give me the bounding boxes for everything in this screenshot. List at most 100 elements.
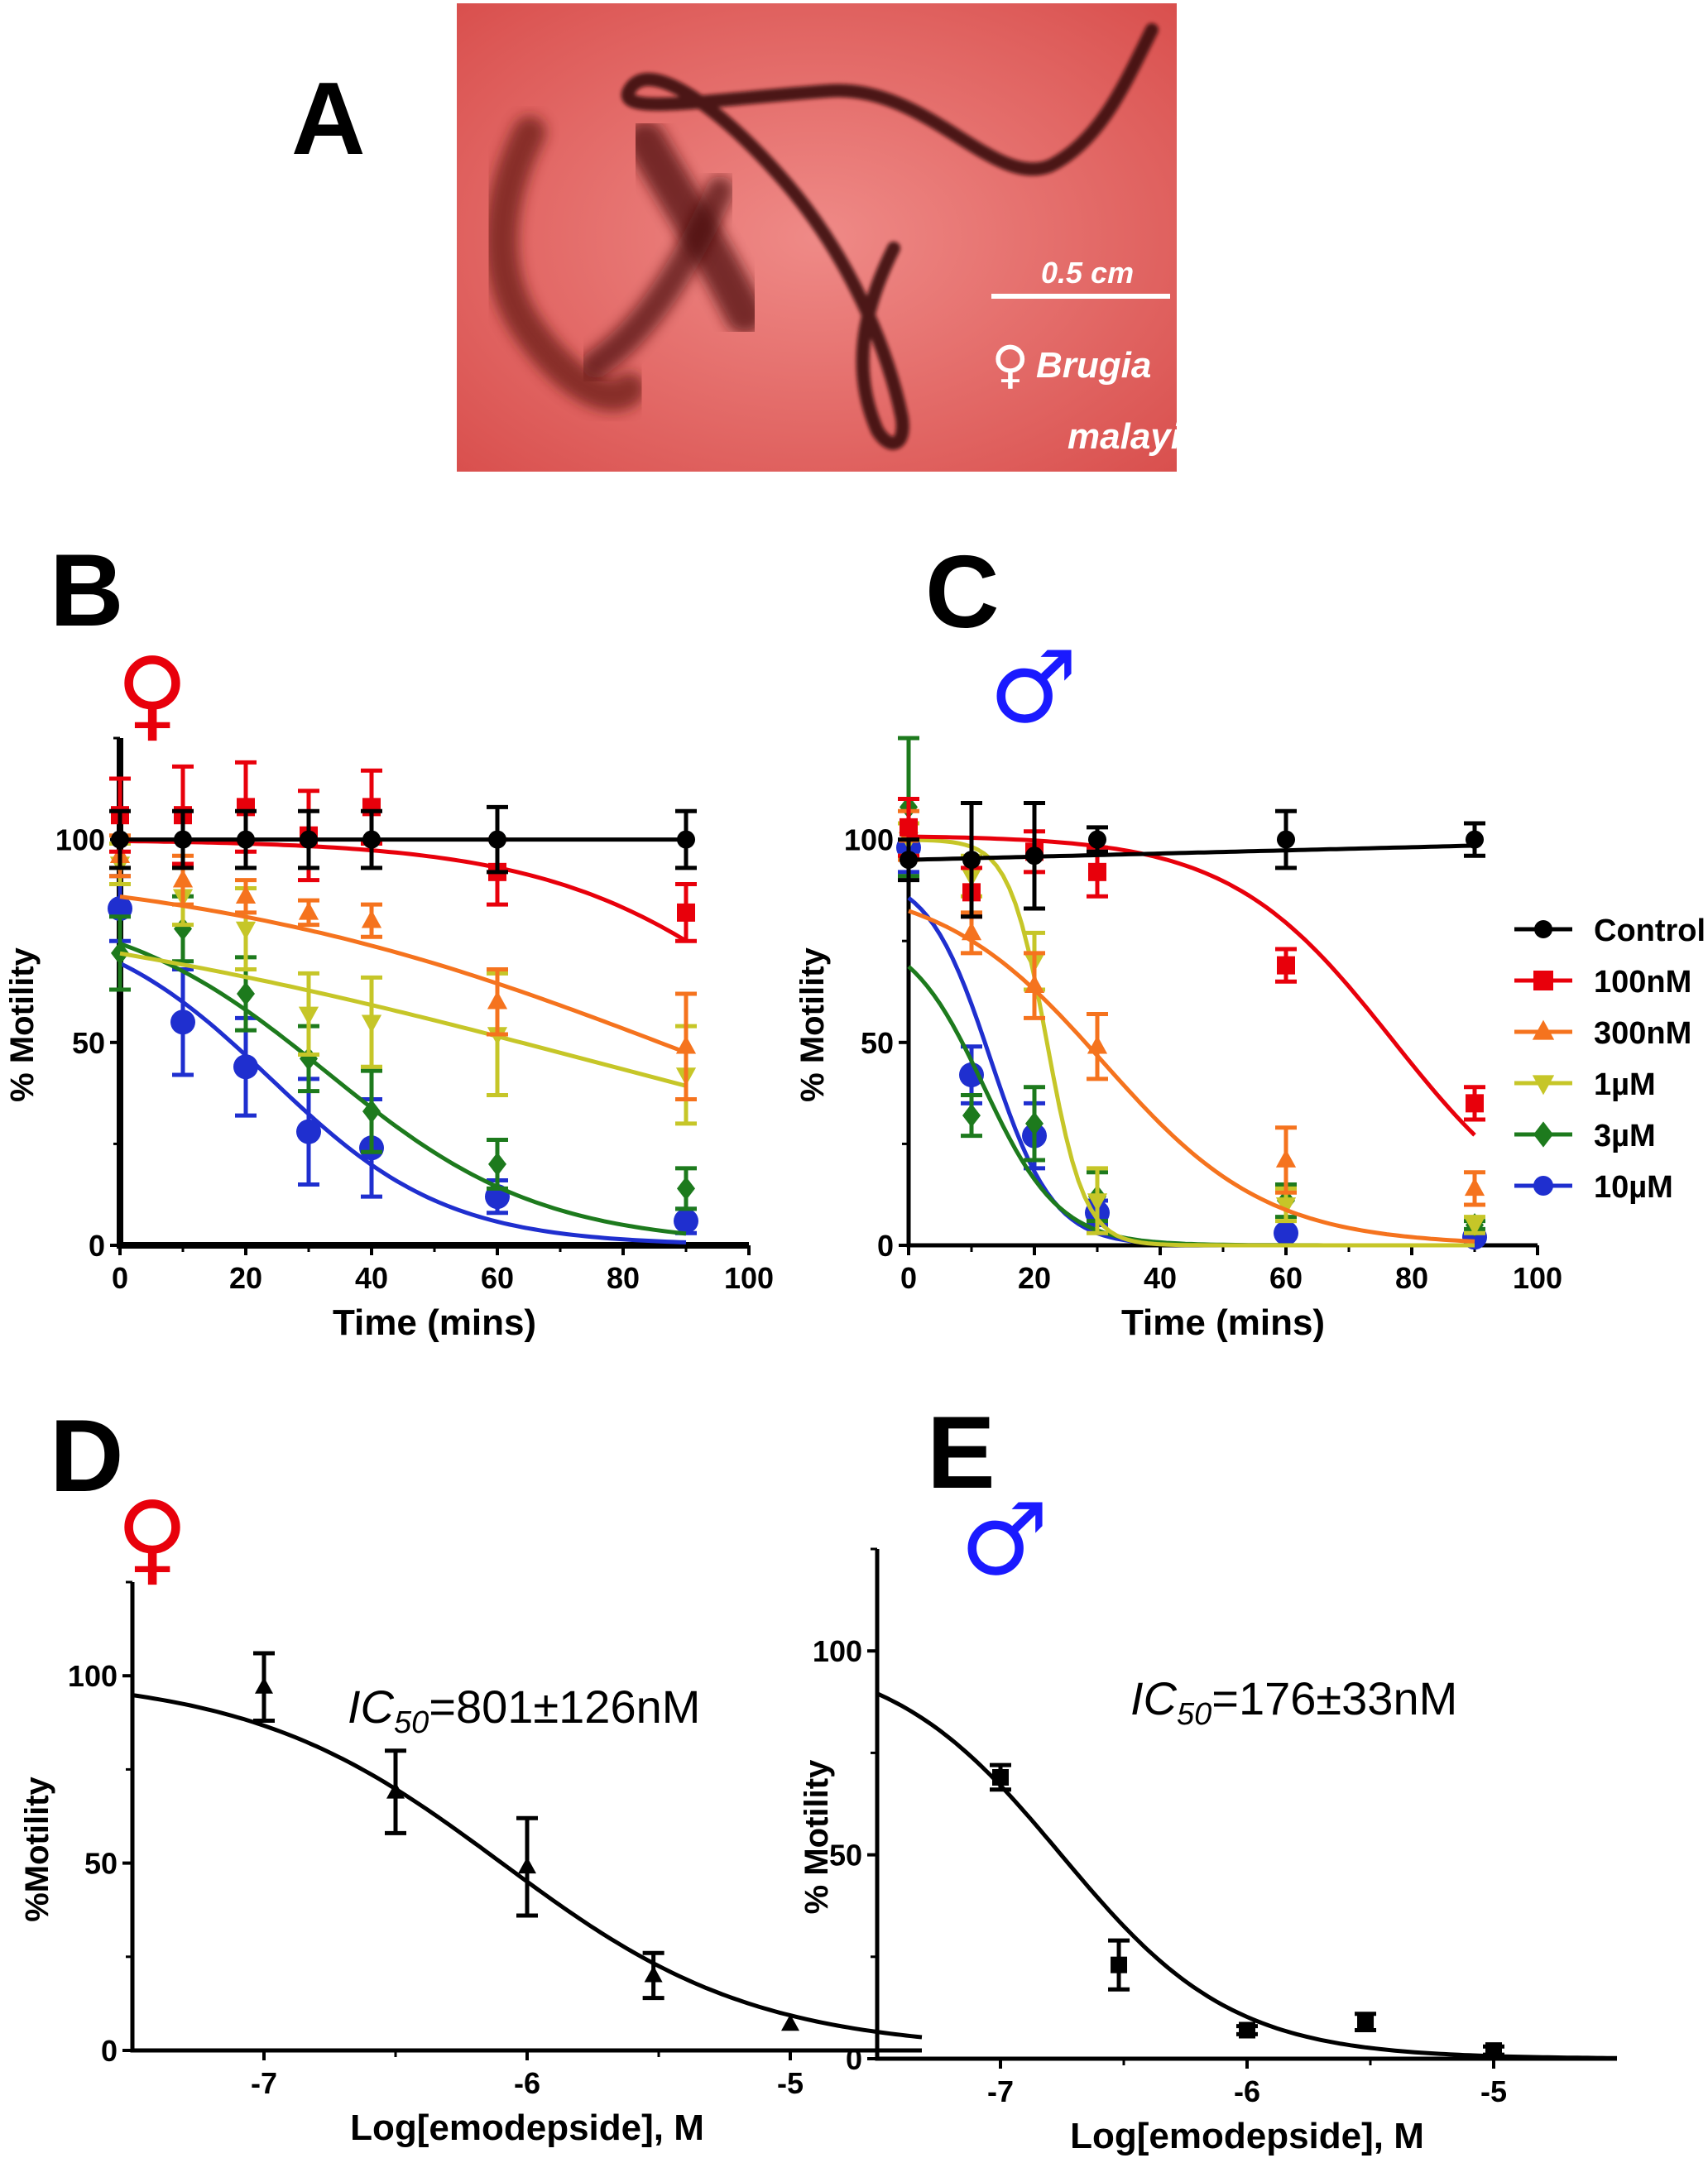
x-tick-label: 100 (724, 1261, 774, 1295)
fit-curve (908, 834, 1476, 1137)
data-point (1239, 2021, 1255, 2039)
series-1um (898, 821, 1485, 1248)
fit-curve (908, 909, 1475, 1244)
data-point (1466, 830, 1484, 849)
x-tick-label: 60 (481, 1261, 514, 1295)
x-tick-label: 20 (229, 1261, 262, 1295)
worm-photo: 0.5 cm ♀ Brugia malayi (457, 3, 1182, 472)
legend-label: 3µM (1594, 1119, 1656, 1153)
series-300nm (898, 808, 1485, 1244)
y-axis-title: % Motility (794, 947, 831, 1101)
ic50-value-d: =801±126nM (429, 1681, 700, 1733)
legend: Control 100nM 300nM 1µM 3µM 10µM (1514, 914, 1706, 1205)
x-tick-label: -5 (777, 2066, 804, 2100)
data-point (488, 830, 506, 849)
y-axis-title: % Motility (4, 947, 41, 1101)
series-3um (898, 736, 1485, 1248)
series-100nm (109, 760, 697, 943)
data-point (675, 1035, 697, 1054)
x-tick-label: 0 (112, 1261, 128, 1295)
fit-curve (119, 894, 687, 1055)
female-symbol-b: ♀ (116, 637, 189, 752)
data-point (1088, 862, 1106, 881)
y-tick-label: 100 (68, 1659, 118, 1693)
data-point (235, 921, 257, 940)
data-point (1275, 1149, 1297, 1168)
legend-marker (1534, 920, 1552, 938)
legend-label: 10µM (1594, 1170, 1673, 1205)
data-point (386, 1782, 405, 1799)
data-point (781, 2014, 799, 2031)
data-point (992, 1768, 1009, 1786)
panel-letter-e: E (927, 1396, 996, 1510)
x-tick-label: 100 (1513, 1261, 1562, 1295)
legend-item: 1µM (1514, 1067, 1656, 1102)
x-axis-title: Time (mins) (333, 1302, 536, 1343)
y-axis-title: % Motility (799, 1759, 835, 1914)
ic50-italic-d: IC (348, 1681, 395, 1733)
ic50-sub-d: 50 (394, 1705, 429, 1740)
worm-shape (485, 23, 1159, 450)
data-point (233, 1054, 258, 1080)
data-point (237, 830, 255, 849)
fit-curve (908, 843, 1475, 862)
panel-letter-c: C (925, 535, 1000, 650)
y-axis-title: %Motility (19, 1776, 55, 1921)
panel-letter-b: B (50, 534, 124, 648)
species-line-1: Brugia (1036, 345, 1151, 386)
panel-letter-a: A (291, 62, 366, 176)
x-tick-label: -7 (251, 2066, 277, 2100)
y-tick-label: 50 (829, 1839, 862, 1873)
data-point (1111, 1956, 1128, 1973)
panel-letter-d: D (50, 1399, 124, 1513)
legend-label: 300nM (1594, 1016, 1691, 1051)
female-symbol-d: ♀ (116, 1481, 189, 1596)
photo-female-symbol: ♀ (991, 334, 1029, 395)
data-point (1088, 830, 1106, 849)
ic50-value-e: =176±33nM (1211, 1672, 1457, 1724)
series-control (109, 804, 697, 875)
fit-curve (876, 1691, 1618, 2060)
x-axis-title: Log[emodepside], M (350, 2108, 704, 2148)
x-tick-label: -6 (1234, 2074, 1260, 2108)
legend-item: 3µM (1514, 1119, 1656, 1153)
x-tick-label: -5 (1480, 2074, 1507, 2108)
legend-marker (1532, 1019, 1555, 1040)
data-point (959, 1062, 984, 1088)
x-tick-label: -6 (514, 2066, 540, 2100)
chart-b: 0 20 40 60 80 100 0 50 100 Time (mins) % Motility (4, 736, 774, 1343)
data-point (644, 1965, 663, 1983)
data-point (1274, 1220, 1298, 1246)
legend-marker (1533, 971, 1553, 990)
y-tick-label: 50 (72, 1026, 105, 1060)
data-point (111, 941, 129, 966)
data-point (677, 1177, 695, 1201)
data-point (235, 885, 257, 904)
data-point (900, 818, 918, 837)
legend-marker (1533, 1176, 1553, 1196)
x-tick-label: 20 (1018, 1261, 1051, 1295)
data-point (298, 1006, 319, 1025)
y-tick-label: 50 (84, 1847, 118, 1881)
data-point (1357, 2013, 1375, 2031)
y-tick-label: 100 (813, 1634, 862, 1668)
legend-item: Control (1514, 914, 1706, 948)
ic50-annotation-e: IC50=176±33nM (1130, 1672, 1457, 1732)
series-1um (109, 842, 697, 1126)
series-300nm (109, 833, 697, 1101)
x-tick-label: 80 (607, 1261, 640, 1295)
x-tick-label: 40 (1144, 1261, 1177, 1295)
data-point (361, 909, 382, 928)
data-point (300, 830, 318, 849)
data-point (1464, 1217, 1485, 1236)
species-line-2: malayi (1068, 416, 1182, 457)
series-control (898, 800, 1485, 919)
y-tick-label: 100 (844, 823, 894, 857)
data-point (237, 981, 255, 1006)
data-point (674, 1208, 698, 1234)
legend-label: 100nM (1594, 965, 1691, 1000)
data-point (296, 1119, 321, 1144)
data-point (961, 922, 982, 941)
data-point (362, 830, 381, 849)
series-10um (896, 821, 1487, 1250)
